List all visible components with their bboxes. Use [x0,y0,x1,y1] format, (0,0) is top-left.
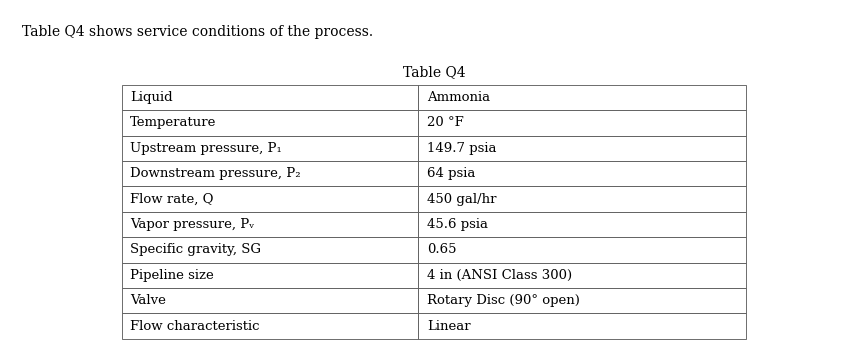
Text: 149.7 psia: 149.7 psia [427,142,496,155]
Text: Pipeline size: Pipeline size [130,269,214,282]
Bar [418,313,746,339]
Text: Downstream pressure, P₂: Downstream pressure, P₂ [130,167,301,180]
Text: Temperature: Temperature [130,116,217,129]
Bar [418,110,746,136]
Text: 4 in (ANSI Class 300): 4 in (ANSI Class 300) [427,269,572,282]
Text: Vapor pressure, Pᵥ: Vapor pressure, Pᵥ [130,218,254,231]
Text: Table Q4 shows service conditions of the process.: Table Q4 shows service conditions of the… [22,25,373,39]
Bar [418,85,746,110]
Bar [418,161,746,186]
Text: Flow rate, Q: Flow rate, Q [130,193,214,205]
Bar [418,136,746,161]
Bar [122,110,418,136]
Bar [122,85,418,110]
Bar [122,313,418,339]
Bar [122,263,418,288]
Bar [122,186,418,212]
Bar [418,237,746,263]
Text: Upstream pressure, P₁: Upstream pressure, P₁ [130,142,282,155]
Bar [122,136,418,161]
Bar [122,212,418,237]
Text: Ammonia: Ammonia [427,91,490,104]
Text: 20 °F: 20 °F [427,116,464,129]
Bar [122,161,418,186]
Text: 0.65: 0.65 [427,244,457,256]
Text: Valve: Valve [130,294,166,307]
Text: Linear: Linear [427,320,470,333]
Text: 450 gal/hr: 450 gal/hr [427,193,496,205]
Bar [418,212,746,237]
Text: Liquid: Liquid [130,91,173,104]
Bar [418,263,746,288]
Bar [418,186,746,212]
Bar [122,237,418,263]
Text: Flow characteristic: Flow characteristic [130,320,260,333]
Bar [122,288,418,313]
Text: 64 psia: 64 psia [427,167,476,180]
Text: Specific gravity, SG: Specific gravity, SG [130,244,261,256]
Text: Table Q4: Table Q4 [403,65,465,79]
Bar [418,288,746,313]
Text: Rotary Disc (90° open): Rotary Disc (90° open) [427,294,580,307]
Text: 45.6 psia: 45.6 psia [427,218,488,231]
